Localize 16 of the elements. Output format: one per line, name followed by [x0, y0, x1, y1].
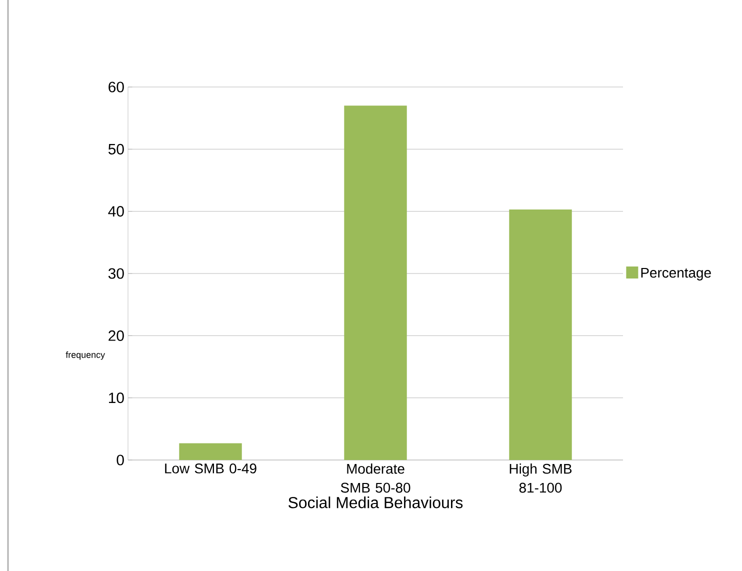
bar — [509, 209, 572, 460]
legend-label: Percentage — [641, 268, 711, 280]
y-axis-title: frequency — [66, 351, 105, 360]
y-tick-label: 10 — [109, 392, 124, 404]
x-tick-label: Moderate SMB 50-80 — [340, 464, 410, 493]
bar — [344, 106, 407, 460]
y-tick-label: 50 — [108, 144, 124, 154]
x-tick-label: Low SMB 0-49 — [165, 464, 256, 474]
x-axis-title: Social Media Behaviours — [288, 496, 463, 508]
y-tick-label: 0 — [116, 454, 124, 466]
y-tick-label: 30 — [108, 268, 124, 279]
y-tick-label: 60 — [108, 82, 124, 92]
x-tick-label: High SMB 81-100 — [510, 464, 572, 493]
y-tick-label: 40 — [108, 206, 124, 217]
bar — [179, 443, 242, 460]
y-tick-label: 20 — [108, 330, 124, 341]
